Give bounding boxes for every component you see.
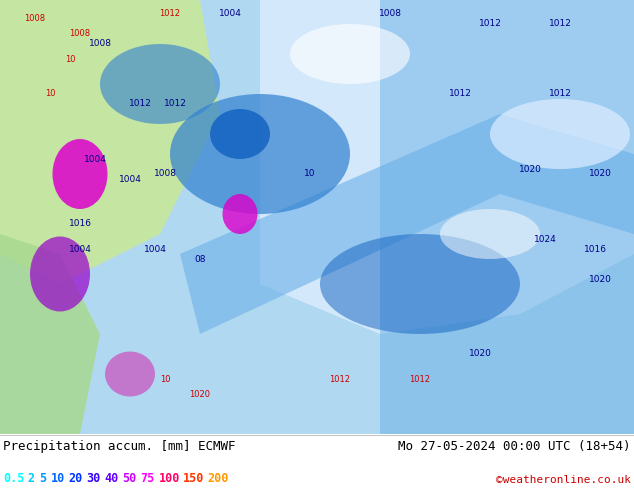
Ellipse shape xyxy=(440,209,540,259)
Text: 1020: 1020 xyxy=(519,165,541,173)
Text: Mo 27-05-2024 00:00 UTC (18+54): Mo 27-05-2024 00:00 UTC (18+54) xyxy=(399,440,631,453)
Ellipse shape xyxy=(170,94,350,214)
Text: 0.5: 0.5 xyxy=(3,472,24,485)
Text: 10: 10 xyxy=(304,170,316,178)
Ellipse shape xyxy=(100,44,220,124)
Polygon shape xyxy=(380,0,634,434)
Text: 1012: 1012 xyxy=(410,374,430,384)
Text: 40: 40 xyxy=(105,472,119,485)
Text: 1008: 1008 xyxy=(89,40,112,49)
Text: 1004: 1004 xyxy=(143,245,167,253)
Text: 10: 10 xyxy=(160,374,171,384)
Ellipse shape xyxy=(30,237,90,312)
Polygon shape xyxy=(180,114,634,334)
Text: 20: 20 xyxy=(68,472,83,485)
Text: 200: 200 xyxy=(207,472,229,485)
Text: 1020: 1020 xyxy=(469,349,491,359)
Text: 1008: 1008 xyxy=(378,9,401,19)
Text: 1004: 1004 xyxy=(119,174,141,183)
Text: 150: 150 xyxy=(183,472,204,485)
Text: 1004: 1004 xyxy=(84,154,107,164)
Ellipse shape xyxy=(53,139,108,209)
Text: 1012: 1012 xyxy=(479,20,501,28)
Text: 30: 30 xyxy=(86,472,101,485)
Text: 1016: 1016 xyxy=(583,245,607,253)
Text: 1012: 1012 xyxy=(164,99,186,108)
Text: 1008: 1008 xyxy=(153,170,176,178)
Text: 1012: 1012 xyxy=(548,20,571,28)
Text: 100: 100 xyxy=(158,472,180,485)
Text: 1020: 1020 xyxy=(190,390,210,398)
Text: 1016: 1016 xyxy=(68,220,91,228)
Text: ©weatheronline.co.uk: ©weatheronline.co.uk xyxy=(496,475,631,485)
Text: 5: 5 xyxy=(39,472,46,485)
Ellipse shape xyxy=(320,234,520,334)
Text: 08: 08 xyxy=(194,254,206,264)
Polygon shape xyxy=(0,0,220,284)
Ellipse shape xyxy=(223,194,257,234)
Text: 1008: 1008 xyxy=(25,15,46,24)
Ellipse shape xyxy=(490,99,630,169)
Text: 1004: 1004 xyxy=(68,245,91,253)
Text: 1020: 1020 xyxy=(588,170,611,178)
Text: 1012: 1012 xyxy=(160,9,181,19)
Text: 1012: 1012 xyxy=(129,99,152,108)
Text: 10: 10 xyxy=(51,472,65,485)
Text: 1024: 1024 xyxy=(534,235,557,244)
Polygon shape xyxy=(260,0,634,334)
Text: 1012: 1012 xyxy=(330,374,351,384)
Polygon shape xyxy=(0,234,100,434)
Text: 10: 10 xyxy=(45,90,55,98)
Text: 1004: 1004 xyxy=(219,9,242,19)
Text: 1012: 1012 xyxy=(449,90,472,98)
Text: 75: 75 xyxy=(141,472,155,485)
Text: 1012: 1012 xyxy=(548,90,571,98)
Text: 1020: 1020 xyxy=(588,274,611,284)
Ellipse shape xyxy=(105,351,155,396)
Text: Precipitation accum. [mm] ECMWF: Precipitation accum. [mm] ECMWF xyxy=(3,440,235,453)
Text: 50: 50 xyxy=(122,472,137,485)
Text: 10: 10 xyxy=(65,54,75,64)
Ellipse shape xyxy=(290,24,410,84)
Text: 1008: 1008 xyxy=(70,29,91,39)
Text: 2: 2 xyxy=(27,472,35,485)
Ellipse shape xyxy=(210,109,270,159)
